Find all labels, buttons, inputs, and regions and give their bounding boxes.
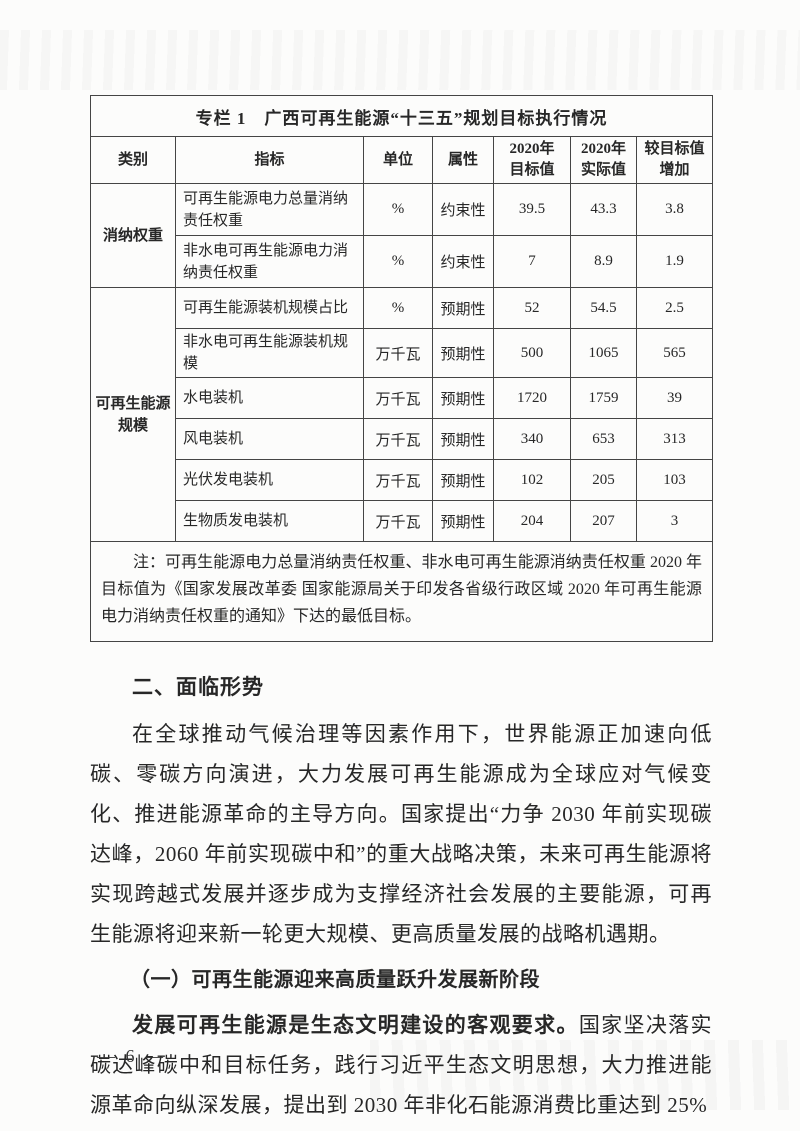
actual-cell: 54.5 <box>570 287 637 329</box>
page-content: 专栏 1 广西可再生能源“十三五”规划目标执行情况 类别 指标 单位 属性 20… <box>90 95 713 1125</box>
renewable-targets-table: 专栏 1 广西可再生能源“十三五”规划目标执行情况 类别 指标 单位 属性 20… <box>90 95 713 642</box>
table-title: 专栏 1 广西可再生能源“十三五”规划目标执行情况 <box>90 95 713 137</box>
target-cell: 204 <box>493 500 571 542</box>
indicator-cell: 生物质发电装机 <box>175 500 364 542</box>
subsection-heading: （一）可再生能源迎来高质量跃升发展新阶段 <box>130 969 540 991</box>
increase-cell: 39 <box>636 377 713 419</box>
indicator-cell: 非水电可再生能源电力消纳责任权重 <box>175 235 364 288</box>
increase-cell: 3 <box>636 500 713 542</box>
increase-cell: 3.8 <box>636 183 713 236</box>
table-row: 水电装机 万千瓦 预期性 1720 1759 39 <box>91 377 713 419</box>
table-row: 非水电可再生能源装机规模 万千瓦 预期性 500 1065 565 <box>91 328 713 378</box>
col-header-indicator: 指标 <box>175 136 364 184</box>
table-row: 非水电可再生能源电力消纳责任权重 % 约束性 7 8.9 1.9 <box>91 235 713 288</box>
attribute-cell: 约束性 <box>432 183 494 236</box>
actual-cell: 1065 <box>570 328 637 378</box>
target-cell: 39.5 <box>493 183 571 236</box>
indicator-cell: 水电装机 <box>175 377 364 419</box>
col-header-increase: 较目标值 增加 <box>636 136 713 184</box>
paragraph-development: 发展可再生能源是生态文明建设的客观要求。国家坚决落实碳达峰碳中和目标任务，践行习… <box>90 1005 712 1125</box>
increase-cell: 313 <box>636 418 713 460</box>
attribute-cell: 预期性 <box>432 287 494 329</box>
unit-cell: % <box>363 287 433 329</box>
target-cell: 340 <box>493 418 571 460</box>
target-cell: 102 <box>493 459 571 501</box>
attribute-cell: 预期性 <box>432 328 494 378</box>
increase-cell: 2.5 <box>636 287 713 329</box>
target-cell: 52 <box>493 287 571 329</box>
increase-cell: 1.9 <box>636 235 713 288</box>
col-header-attribute: 属性 <box>432 136 494 184</box>
category-cell-renewable-scale: 可再生能源 规模 <box>90 287 176 542</box>
increase-cell: 103 <box>636 459 713 501</box>
table-note-row: 注：可再生能源电力总量消纳责任权重、非水电可再生能源消纳责任权重 2020 年目… <box>90 541 713 642</box>
actual-cell: 653 <box>570 418 637 460</box>
paragraph-lead-bold: 发展可再生能源是生态文明建设的客观要求。 <box>132 1013 579 1037</box>
unit-cell: 万千瓦 <box>363 418 433 460</box>
unit-cell: % <box>363 235 433 288</box>
col-header-unit: 单位 <box>363 136 433 184</box>
increase-cell: 565 <box>636 328 713 378</box>
col-header-category: 类别 <box>90 136 176 184</box>
actual-cell: 205 <box>570 459 637 501</box>
table-note: 注：可再生能源电力总量消纳责任权重、非水电可再生能源消纳责任权重 2020 年目… <box>90 541 713 642</box>
table-row: 生物质发电装机 万千瓦 预期性 204 207 3 <box>91 500 713 542</box>
table-row: 可再生能源 规模 可再生能源装机规模占比 % 预期性 52 54.5 2.5 <box>90 287 713 542</box>
unit-cell: % <box>363 183 433 236</box>
table-header-row: 类别 指标 单位 属性 2020年 目标值 2020年 实际值 较目标值 增加 <box>90 136 713 184</box>
table-row: 光伏发电装机 万千瓦 预期性 102 205 103 <box>91 459 713 501</box>
indicator-cell: 非水电可再生能源装机规模 <box>175 328 364 378</box>
unit-cell: 万千瓦 <box>363 459 433 501</box>
paragraph-rest: 国家坚决落实碳达峰碳中和目标任务，践行习近平生态文明思想，大力推进能源革命向纵深… <box>90 1013 713 1117</box>
col-header-target-2020: 2020年 目标值 <box>493 136 571 184</box>
indicator-cell: 可再生能源装机规模占比 <box>175 287 364 329</box>
attribute-cell: 约束性 <box>432 235 494 288</box>
actual-cell: 1759 <box>570 377 637 419</box>
scan-noise-top <box>0 30 800 90</box>
unit-cell: 万千瓦 <box>363 328 433 378</box>
target-cell: 500 <box>493 328 571 378</box>
table-row: 风电装机 万千瓦 预期性 340 653 313 <box>91 418 713 460</box>
indicator-cell: 光伏发电装机 <box>175 459 364 501</box>
section-heading: 二、面临形势 <box>132 676 264 699</box>
actual-cell: 8.9 <box>570 235 637 288</box>
target-cell: 1720 <box>493 377 571 419</box>
attribute-cell: 预期性 <box>432 418 494 460</box>
table-title-row: 专栏 1 广西可再生能源“十三五”规划目标执行情况 <box>90 95 713 137</box>
attribute-cell: 预期性 <box>432 500 494 542</box>
paragraph-situation: 在全球推动气候治理等因素作用下，世界能源正加速向低碳、零碳方向演进，大力发展可再… <box>90 722 712 946</box>
attribute-cell: 预期性 <box>432 459 494 501</box>
target-cell: 7 <box>493 235 571 288</box>
unit-cell: 万千瓦 <box>363 377 433 419</box>
col-header-actual-2020: 2020年 实际值 <box>570 136 637 184</box>
category-cell-consumption-weight: 消纳权重 <box>90 183 176 288</box>
attribute-cell: 预期性 <box>432 377 494 419</box>
table-row: 消纳权重 可再生能源电力总量消纳责任权重 % 约束性 39.5 43.3 3.8 <box>90 183 713 288</box>
indicator-cell: 风电装机 <box>175 418 364 460</box>
actual-cell: 43.3 <box>570 183 637 236</box>
indicator-cell: 可再生能源电力总量消纳责任权重 <box>175 183 364 236</box>
page-number: — 6 — <box>97 1046 166 1066</box>
unit-cell: 万千瓦 <box>363 500 433 542</box>
actual-cell: 207 <box>570 500 637 542</box>
